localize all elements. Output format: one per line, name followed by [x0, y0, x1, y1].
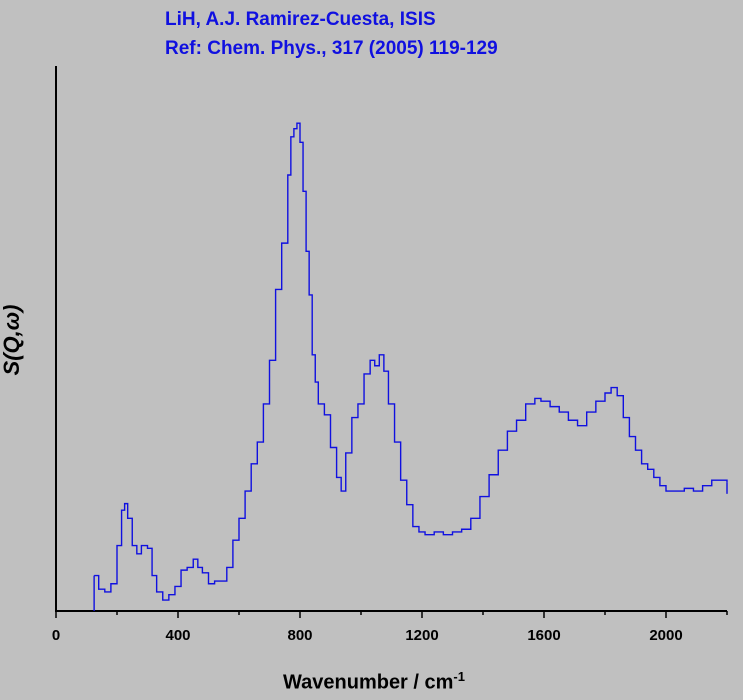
x-axis-label: Wavenumber / cm-1: [283, 669, 465, 695]
x-tick-label: 1200: [405, 627, 438, 644]
chart-title-line-1: LiH, A.J. Ramirez-Cuesta, ISIS: [165, 9, 436, 30]
y-axis-label: S(Q,ω): [0, 304, 24, 376]
x-tick-label: 400: [165, 627, 190, 644]
x-tick-label: 800: [287, 627, 312, 644]
chart-title-line-2: Ref: Chem. Phys., 317 (2005) 119-129: [165, 38, 498, 59]
x-tick-label: 1600: [527, 627, 560, 644]
x-tick-label: 0: [52, 627, 60, 644]
spectrum-series-line: [94, 122, 728, 601]
x-axis-label-text: Wavenumber / cm: [283, 671, 454, 694]
x-tick-label: 2000: [649, 627, 682, 644]
x-axis-label-superscript: -1: [453, 669, 465, 684]
